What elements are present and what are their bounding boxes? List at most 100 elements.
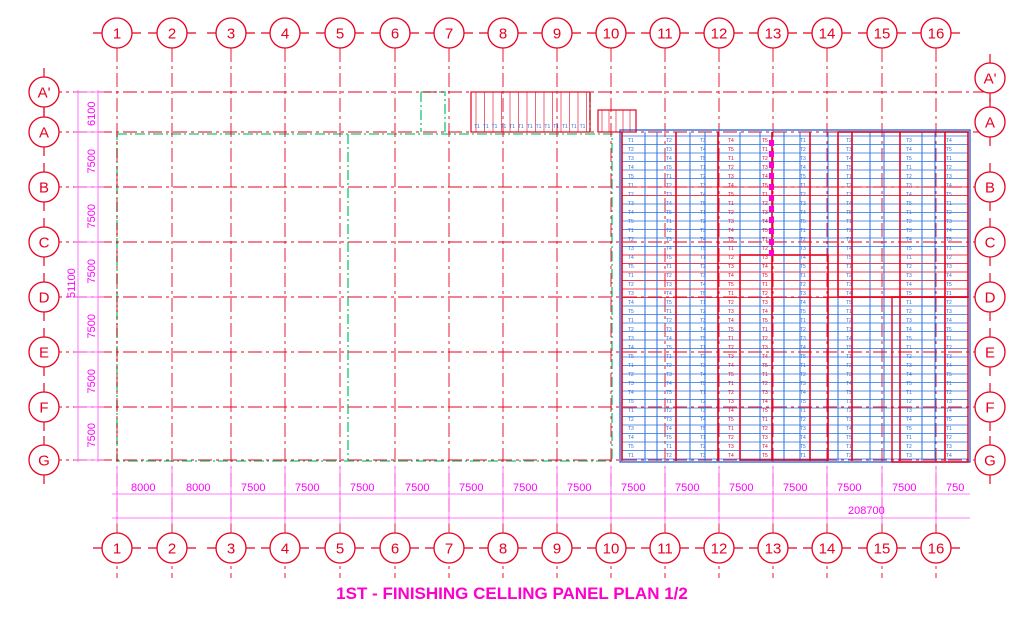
- panel-label: T1: [762, 147, 768, 153]
- column-bubble-top-6: 6: [371, 17, 419, 49]
- panel-label: T4: [628, 345, 634, 351]
- panel-label: T3: [906, 183, 912, 189]
- panel-label: T4: [628, 165, 634, 171]
- panel-label: T4: [846, 426, 852, 432]
- panel-label: T3: [946, 354, 952, 360]
- panel-label: T3: [628, 246, 634, 252]
- panel-label: T2: [762, 201, 768, 207]
- panel-label: T2: [846, 138, 852, 144]
- panel-label: T4: [700, 282, 706, 288]
- panel-label: T1: [666, 444, 672, 450]
- panel-label: T1: [700, 165, 706, 171]
- panel-label: T1: [846, 264, 852, 270]
- bubble-circle: [487, 532, 519, 564]
- panel-label: T4: [800, 390, 806, 396]
- bubble-circle: [757, 17, 789, 49]
- panel-label: T5: [700, 291, 706, 297]
- panel-label: T4: [700, 417, 706, 423]
- panel-label: T1: [666, 399, 672, 405]
- building-wall-outline: [116, 133, 613, 462]
- panel-label: T1: [946, 246, 952, 252]
- bubble-label: 15: [874, 541, 891, 558]
- panel-label: T3: [762, 300, 768, 306]
- column-bubble-top-12: 12: [695, 17, 743, 49]
- panel-label: T1: [800, 453, 806, 459]
- bubble-circle: [101, 532, 133, 564]
- panel-label: T2: [628, 327, 634, 333]
- panel-label: T4: [906, 237, 912, 243]
- panel-label: T4: [628, 435, 634, 441]
- panel-label: T1: [628, 273, 634, 279]
- col-dim-0: 8000: [131, 482, 155, 494]
- column-bubble-bottom-4: 4: [261, 532, 309, 564]
- panel-label: T1: [700, 390, 706, 396]
- panel-label: T5: [800, 219, 806, 225]
- panel-label: T2: [800, 282, 806, 288]
- bubble-circle: [866, 532, 898, 564]
- bubble-label: 14: [819, 541, 836, 558]
- panel-marker: [769, 228, 774, 234]
- panel-label: T1: [846, 444, 852, 450]
- bubble-circle: [433, 17, 465, 49]
- bubble-label: 6: [391, 26, 399, 43]
- panel-label: T1: [628, 453, 634, 459]
- panel-label: T5: [946, 147, 952, 153]
- bubble-circle: [757, 532, 789, 564]
- bubble-circle: [215, 532, 247, 564]
- panel-label: T2: [800, 327, 806, 333]
- panel-label: T1: [846, 174, 852, 180]
- col-dim-2: 7500: [241, 482, 265, 494]
- panel-label: T3: [800, 381, 806, 387]
- column-bubble-top-8: 8: [479, 17, 527, 49]
- panel-label: T5: [628, 219, 634, 225]
- panel-label: T4: [666, 336, 672, 342]
- bubble-label: 7: [445, 26, 453, 43]
- panel-label: T2: [846, 453, 852, 459]
- panel-label: T3: [946, 174, 952, 180]
- panel-label: T4: [700, 327, 706, 333]
- annex-label: T1: [492, 124, 498, 130]
- column-bubble-bottom-9: 9: [533, 532, 581, 564]
- column-bubbles-top: 1 2 3 4 5 6 7 8 9 10 11 12 13 14 15 16: [93, 17, 960, 49]
- column-bubble-bottom-3: 3: [207, 532, 255, 564]
- panel-label: T1: [666, 264, 672, 270]
- bubble-circle: [156, 17, 188, 49]
- panel-label: T3: [728, 309, 734, 315]
- panel-label: T1: [666, 174, 672, 180]
- column-bubble-top-1: 1: [93, 17, 141, 49]
- panel-label: T3: [846, 417, 852, 423]
- panel-label: T2: [700, 264, 706, 270]
- panel-marker: [769, 184, 774, 190]
- panel-label: T5: [728, 237, 734, 243]
- panel-label: T5: [666, 345, 672, 351]
- panel-label: T3: [906, 363, 912, 369]
- panel-label: T2: [628, 417, 634, 423]
- panel-marker: [769, 206, 774, 212]
- panel-label: T4: [800, 165, 806, 171]
- row-bubble-right-7: G: [974, 436, 1006, 484]
- panel-label: T5: [906, 201, 912, 207]
- panel-label: T1: [906, 210, 912, 216]
- panel-label: T3: [628, 381, 634, 387]
- bubble-label: 4: [281, 26, 289, 43]
- panel-label: T3: [846, 282, 852, 288]
- panel-label: T4: [762, 219, 768, 225]
- bubble-label: 5: [336, 541, 344, 558]
- panel-label: T3: [800, 156, 806, 162]
- panel-zone-outline: [619, 129, 971, 463]
- annex-label: T1: [518, 124, 524, 130]
- panel-label: T1: [728, 201, 734, 207]
- panel-label: T3: [906, 273, 912, 279]
- panel-label: T1: [846, 354, 852, 360]
- row-bubbles-left: A' A B C D E F G: [28, 68, 60, 484]
- bubble-label: 5: [336, 26, 344, 43]
- panel-label: T2: [800, 417, 806, 423]
- panel-label: T3: [628, 426, 634, 432]
- col-dim-11: 7500: [729, 482, 753, 494]
- col-dim-6: 7500: [459, 482, 483, 494]
- panel-label: T1: [728, 426, 734, 432]
- column-bubble-bottom-10: 10: [587, 532, 635, 564]
- bubble-circle: [974, 106, 1006, 138]
- column-bubble-bottom-8: 8: [479, 532, 527, 564]
- panel-label: T2: [906, 354, 912, 360]
